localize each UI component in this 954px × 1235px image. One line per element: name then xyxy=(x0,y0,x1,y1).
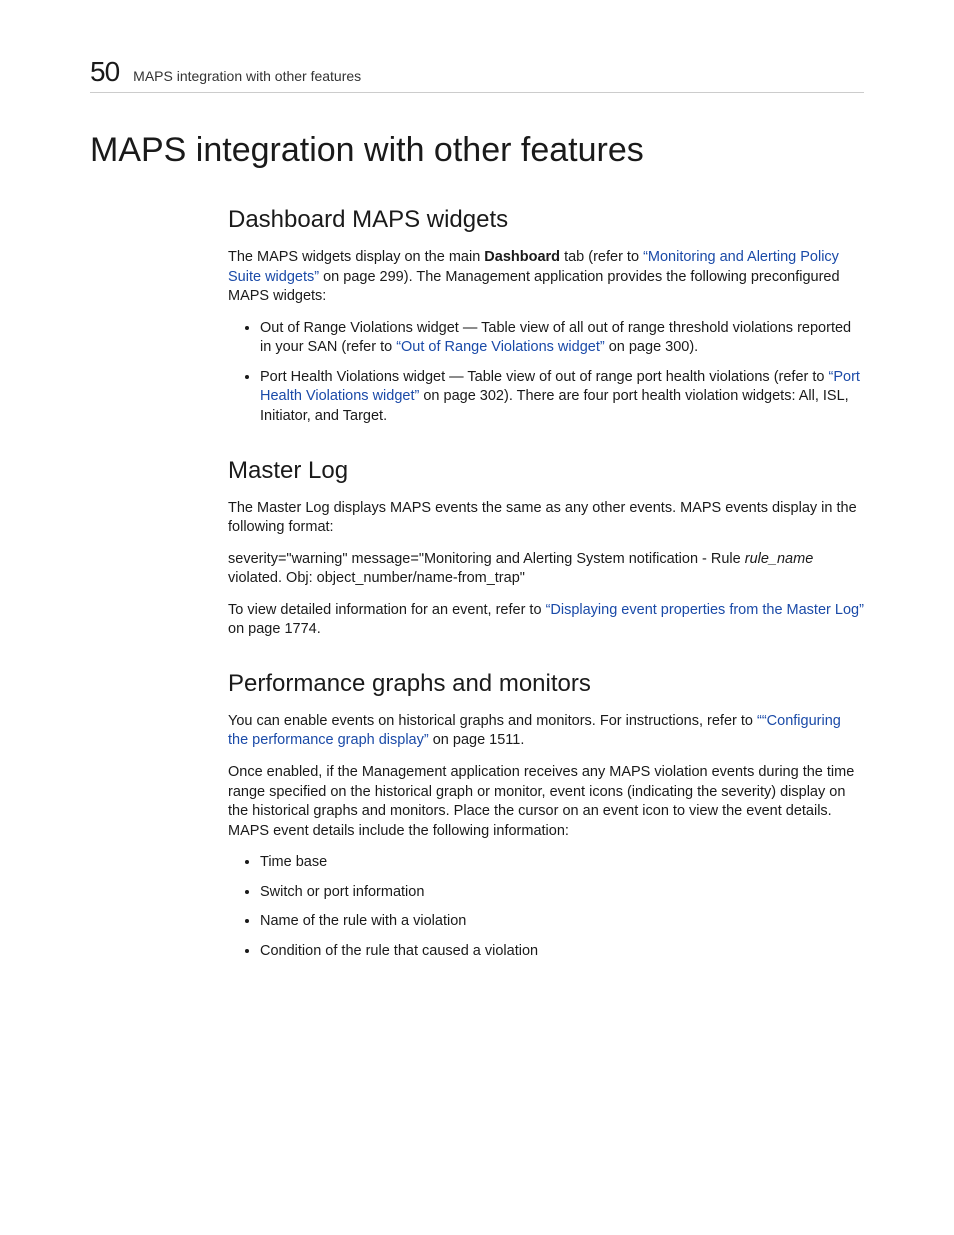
chapter-label: MAPS integration with other features xyxy=(133,68,361,84)
text-run: The MAPS widgets display on the main xyxy=(228,249,484,265)
text-run: on page 1774. xyxy=(228,621,321,637)
running-header: 50 MAPS integration with other features xyxy=(90,56,864,93)
text-run: tab (refer to xyxy=(560,249,643,265)
page-title: MAPS integration with other features xyxy=(90,131,864,170)
section-master-log: Master Log The Master Log displays MAPS … xyxy=(228,457,864,640)
italic-text: rule_name xyxy=(745,551,814,567)
content-body: Dashboard MAPS widgets The MAPS widgets … xyxy=(228,206,864,962)
section-heading: Performance graphs and monitors xyxy=(228,670,864,698)
section-heading: Dashboard MAPS widgets xyxy=(228,206,864,234)
list-item: Condition of the rule that caused a viol… xyxy=(260,942,864,962)
text-run: violated. Obj: object_number/name-from_t… xyxy=(228,570,525,586)
document-page: 50 MAPS integration with other features … xyxy=(0,0,954,1235)
list-item: Time base xyxy=(260,853,864,873)
section-dashboard-widgets: Dashboard MAPS widgets The MAPS widgets … xyxy=(228,206,864,427)
paragraph: The MAPS widgets display on the main Das… xyxy=(228,248,864,307)
text-run: severity="warning" message="Monitoring a… xyxy=(228,551,745,567)
list-item: Out of Range Violations widget — Table v… xyxy=(260,319,864,358)
bold-text: Dashboard xyxy=(484,249,560,265)
list-item: Name of the rule with a violation xyxy=(260,912,864,932)
cross-reference-link[interactable]: “Displaying event properties from the Ma… xyxy=(546,602,864,618)
text-run: To view detailed information for an even… xyxy=(228,602,546,618)
section-heading: Master Log xyxy=(228,457,864,485)
bullet-list: Time base Switch or port information Nam… xyxy=(228,853,864,961)
list-item: Port Health Violations widget — Table vi… xyxy=(260,368,864,427)
text-run: Port Health Violations widget — Table vi… xyxy=(260,369,829,385)
text-run: on page 1511. xyxy=(429,732,525,748)
cross-reference-link[interactable]: “Out of Range Violations widget” xyxy=(396,339,605,355)
paragraph: Once enabled, if the Management applicat… xyxy=(228,763,864,841)
paragraph: The Master Log displays MAPS events the … xyxy=(228,499,864,538)
list-item: Switch or port information xyxy=(260,883,864,903)
paragraph: You can enable events on historical grap… xyxy=(228,712,864,751)
chapter-number: 50 xyxy=(90,56,119,88)
section-performance-graphs: Performance graphs and monitors You can … xyxy=(228,670,864,962)
text-run: on page 299). The Management application… xyxy=(228,269,840,305)
paragraph: To view detailed information for an even… xyxy=(228,601,864,640)
text-run: on page 300). xyxy=(605,339,699,355)
text-run: You can enable events on historical grap… xyxy=(228,713,757,729)
bullet-list: Out of Range Violations widget — Table v… xyxy=(228,319,864,427)
paragraph: severity="warning" message="Monitoring a… xyxy=(228,550,864,589)
